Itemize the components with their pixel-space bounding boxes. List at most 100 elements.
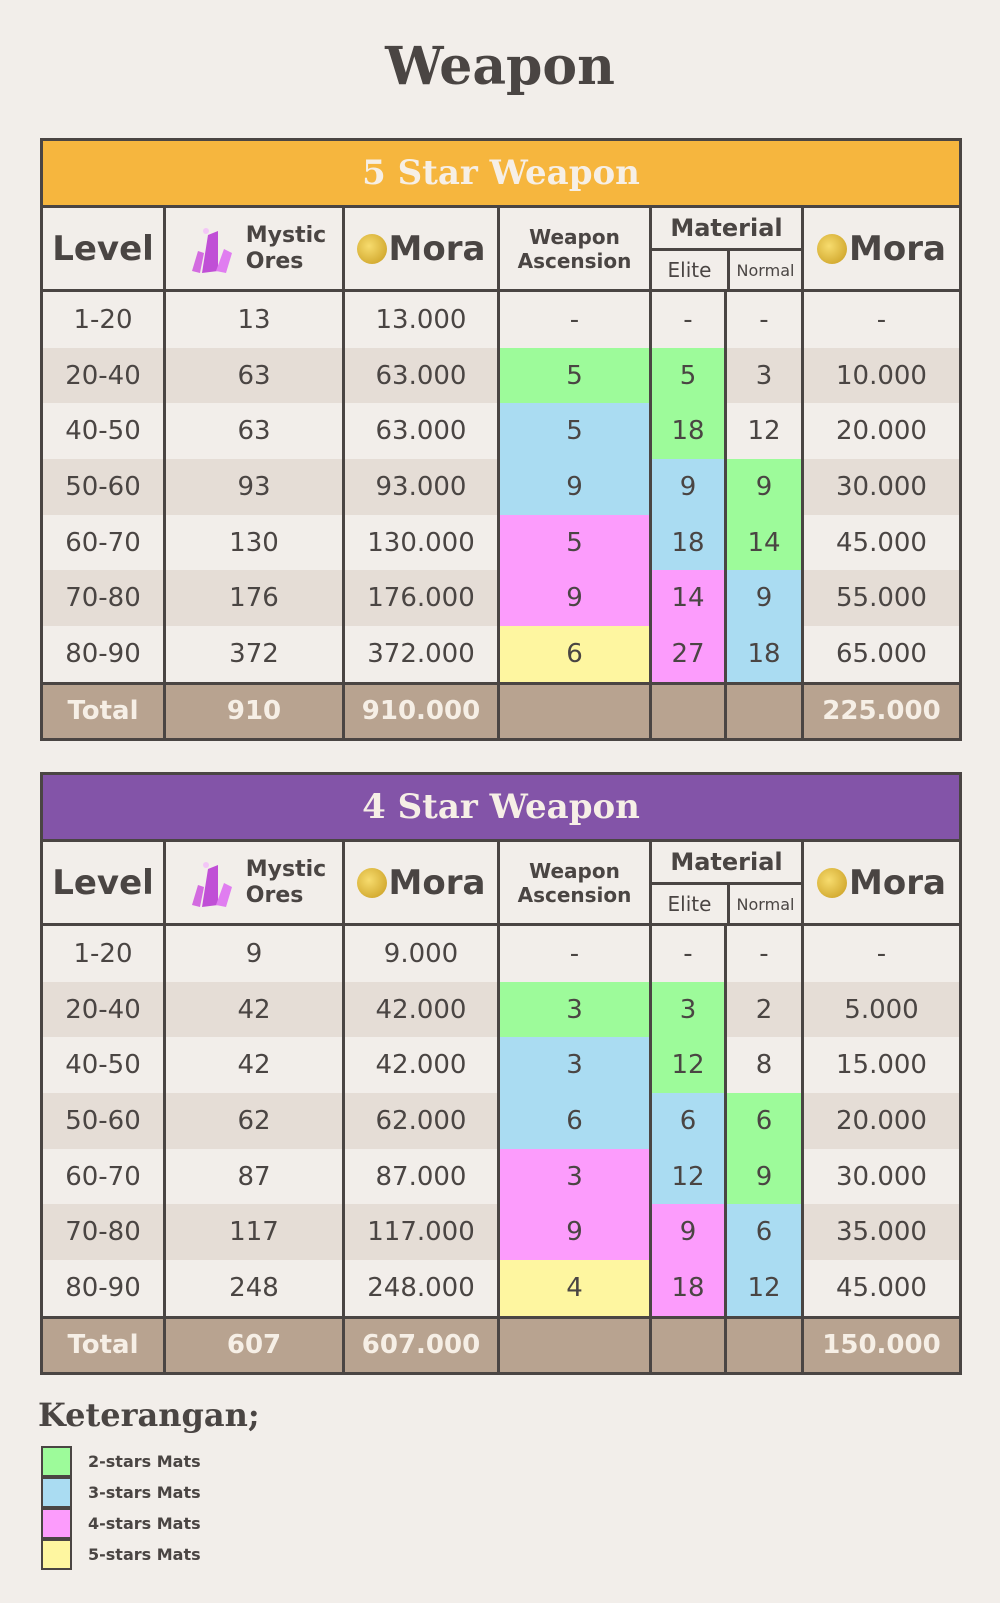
mystic-ore-crystal-icon [191,861,232,907]
total-mora-2: 150.000 [804,1315,959,1372]
cell-weapon-ascension: - [500,926,652,982]
header-mora2-label: Mora [849,228,946,269]
total-mystic-ores: 607 [166,1315,345,1372]
cell-mora-2: 30.000 [804,459,959,515]
cell-material-normal: 12 [727,403,804,460]
cell-level: 70-80 [43,570,166,627]
total-label: Total [43,681,166,738]
total-elite-empty [652,681,727,738]
cell-mora: 42.000 [345,1037,500,1094]
legend-swatch [41,1476,72,1508]
cell-mora-2: 35.000 [804,1204,959,1261]
cell-material-elite: 18 [652,514,727,571]
cell-weapon-ascension: - [500,292,652,348]
legend-item: 3-stars Mats [41,1476,201,1508]
header-ascension: Ascension [517,248,632,273]
cell-mystic-ores: 93 [166,459,345,515]
cell-weapon-ascension: 9 [500,459,652,515]
cell-mora: 87.000 [345,1148,500,1205]
cell-material-elite: 27 [652,626,727,682]
five-star-weapon-table: 5 Star Weapon Level Mystic Ores Mora Weap… [40,138,962,741]
cell-mora: 176.000 [345,570,500,627]
cell-material-elite: 5 [652,347,727,404]
header-weapon-ascension: Weapon Ascension [500,842,652,926]
cell-mora-2: 20.000 [804,403,959,460]
cell-mora: 63.000 [345,347,500,404]
total-ascension-empty [500,1315,652,1372]
cell-level: 80-90 [43,1260,166,1316]
cell-mystic-ores: 42 [166,1037,345,1094]
cell-mora: 248.000 [345,1260,500,1316]
cell-mora-2: 55.000 [804,570,959,627]
header-normal: Normal [736,894,795,914]
cell-mora: 130.000 [345,514,500,571]
header-level: Level [43,842,166,926]
mora-coin-icon [356,867,387,898]
legend-swatch [41,1507,72,1539]
four-star-weapon-table: 4 Star Weapon Level Mystic Ores Mora Weap… [40,772,962,1375]
cell-mora-2: 20.000 [804,1093,959,1149]
cell-level: 1-20 [43,926,166,982]
header-weapon: Weapon [529,224,620,249]
cell-mystic-ores: 176 [166,570,345,627]
cell-mystic-ores: 372 [166,626,345,682]
cell-mora: 117.000 [345,1204,500,1261]
cell-material-elite: 18 [652,403,727,460]
header-elite: Elite [652,251,730,289]
legend-swatch [41,1538,72,1570]
cell-level: 20-40 [43,981,166,1038]
cell-material-normal: 9 [727,570,804,627]
cell-mora-2: 45.000 [804,514,959,571]
cell-mora-2: 5.000 [804,981,959,1038]
legend-item: 5-stars Mats [41,1538,201,1570]
mora-coin-icon [356,233,387,264]
total-mora: 910.000 [345,681,500,738]
legend-label: 2-stars Mats [88,1452,201,1471]
total-mystic-ores: 910 [166,681,345,738]
cell-mora: 372.000 [345,626,500,682]
cell-material-normal: 6 [727,1204,804,1261]
cell-mystic-ores: 63 [166,403,345,460]
header-mystic: Mystic [245,222,327,248]
cell-level: 20-40 [43,347,166,404]
header-material: Material Elite Normal [652,208,804,292]
cell-material-normal: - [727,292,804,348]
cell-level: 40-50 [43,403,166,460]
cell-mora: 93.000 [345,459,500,515]
table-title: 5 Star Weapon [43,141,959,208]
mystic-ore-crystal-icon [191,227,232,273]
cell-weapon-ascension: 5 [500,403,652,460]
header-material: Material Elite Normal [652,842,804,926]
cell-mystic-ores: 63 [166,347,345,404]
page-title: Weapon [385,36,615,97]
cell-mora-2: 15.000 [804,1037,959,1094]
cell-material-elite: 18 [652,1260,727,1316]
header-elite: Elite [652,885,730,923]
header-mora2-label: Mora [849,862,946,903]
header-mora-2: Mora [804,208,959,292]
cell-weapon-ascension: 9 [500,570,652,627]
cell-level: 60-70 [43,1148,166,1205]
header-material-label: Material [652,208,801,251]
cell-mystic-ores: 130 [166,514,345,571]
cell-mora: 9.000 [345,926,500,982]
cell-material-normal: 9 [727,1148,804,1205]
cell-mora-2: 45.000 [804,1260,959,1316]
mora-coin-icon [817,233,848,264]
legend: 2-stars Mats 3-stars Mats 4-stars Mats 5-st… [41,1445,201,1570]
total-normal-empty [727,681,804,738]
total-mora: 607.000 [345,1315,500,1372]
cell-material-elite: 9 [652,1204,727,1261]
cell-level: 70-80 [43,1204,166,1261]
mora-coin-icon [817,867,848,898]
header-normal: Normal [736,260,795,280]
legend-label: 3-stars Mats [88,1483,201,1502]
cell-mora: 63.000 [345,403,500,460]
cell-material-normal: 8 [727,1037,804,1094]
header-ores: Ores [245,248,304,274]
cell-mystic-ores: 9 [166,926,345,982]
legend-label: 4-stars Mats [88,1514,201,1533]
cell-material-normal: 9 [727,459,804,515]
cell-weapon-ascension: 5 [500,347,652,404]
